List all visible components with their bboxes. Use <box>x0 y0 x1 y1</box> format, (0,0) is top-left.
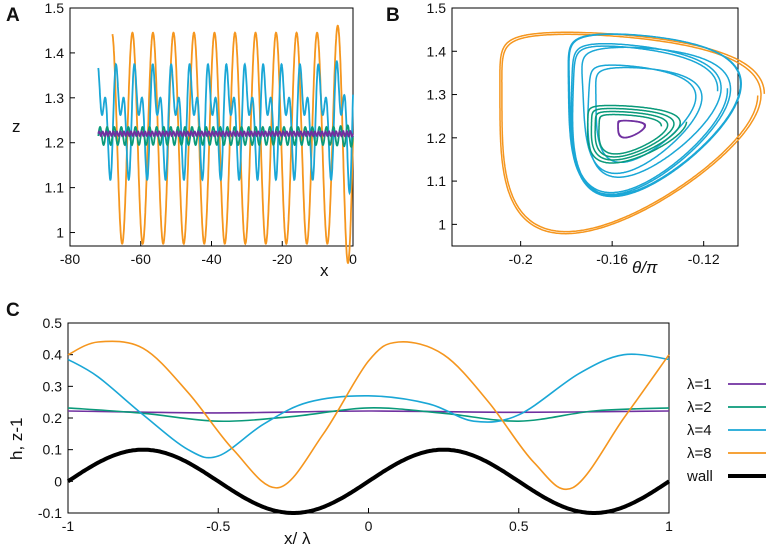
panel-b-frame <box>451 7 739 247</box>
series-orbit-lambda1 <box>617 119 647 139</box>
y-tick-label: 0.2 <box>43 410 63 426</box>
panel-c: -1 -0.5 0 0.5 1 -0.1 0 0.1 0.2 0.3 0.4 0.5 x/ λ h, … <box>7 315 766 548</box>
y-tick-label: 0.3 <box>43 378 63 394</box>
y-tick-label: 1.1 <box>45 180 65 196</box>
y-tick-label: 1.4 <box>427 43 447 59</box>
x-tick-label: -60 <box>131 251 151 267</box>
x-tick-label: -0.12 <box>688 251 720 267</box>
series-line-lambda2 <box>67 407 670 423</box>
panel-letter-b: B <box>386 5 400 26</box>
y-tick-label: 1.5 <box>45 0 65 16</box>
legend-label: λ=4 <box>687 422 712 439</box>
panel-letter-a: A <box>6 5 20 26</box>
panel-a-xlabel: x <box>320 261 329 280</box>
panel-b-xlabel: θ/π <box>632 258 658 277</box>
y-tick-label: 1 <box>438 216 446 232</box>
panel-b-ticks: -0.2 -0.16 -0.12 1 1.1 1.2 1.3 1.4 1.5 <box>427 0 720 267</box>
panel-a-lines <box>97 24 354 265</box>
panel-c-ticks: -1 -0.5 0 0.5 1 -0.1 0 0.1 0.2 0.3 0.4 0.5 <box>38 315 673 534</box>
y-tick-label: 0.4 <box>43 347 63 363</box>
x-tick-label: -0.5 <box>206 518 230 534</box>
panel-c-lines <box>66 340 671 515</box>
y-tick-label: 0.5 <box>43 315 63 331</box>
x-tick-label: 1 <box>665 518 673 534</box>
series-line-lambda8 <box>111 24 354 265</box>
panel-c-frame <box>67 322 670 514</box>
y-tick-label: 1 <box>56 225 64 241</box>
series-orbit-lambda8 <box>499 31 766 235</box>
x-tick-label: -20 <box>272 251 292 267</box>
y-tick-label: 0 <box>54 473 62 489</box>
y-tick-label: 1.3 <box>427 87 447 103</box>
panel-a: -80 -60 -40 -20 0 1 1.1 1.2 1.3 1.4 1.5 x z <box>12 0 357 280</box>
x-tick-label: -80 <box>60 251 80 267</box>
x-tick-label: -40 <box>201 251 221 267</box>
panel-c-legend: λ=1 λ=2 λ=4 λ=8 wall <box>686 376 766 485</box>
series-line-lambda1 <box>67 410 670 414</box>
y-tick-label: 1.3 <box>45 90 65 106</box>
panel-letter-c: C <box>6 300 20 321</box>
panel-b: -0.2 -0.16 -0.12 1 1.1 1.2 1.3 1.4 1.5 θ/π <box>427 0 766 277</box>
panel-b-lines <box>499 31 766 235</box>
y-tick-label: 1.5 <box>427 0 447 16</box>
x-tick-label: -0.16 <box>596 251 628 267</box>
x-tick-label: -1 <box>62 518 75 534</box>
x-tick-label: 0 <box>349 251 357 267</box>
x-tick-label: -0.2 <box>509 251 533 267</box>
y-tick-label: 1.2 <box>427 130 447 146</box>
legend-label: wall <box>686 468 713 485</box>
y-tick-label: 0.1 <box>43 442 63 458</box>
x-tick-label: 0 <box>365 518 373 534</box>
panel-a-ylabel: z <box>12 117 21 136</box>
panel-c-ylabel: h, z-1 <box>7 417 26 460</box>
y-tick-label: -0.1 <box>38 505 62 521</box>
legend-label: λ=2 <box>687 399 712 416</box>
legend-label: λ=8 <box>687 445 712 462</box>
series-line-lambda4 <box>67 353 670 459</box>
series-line-lambda8 <box>67 340 670 491</box>
x-tick-label: 0.5 <box>509 518 529 534</box>
y-tick-label: 1.4 <box>45 45 65 61</box>
panel-c-xlabel: x/ λ <box>284 529 311 548</box>
series-line-lambda1 <box>97 129 354 138</box>
series-orbit-lambda4 <box>567 33 742 198</box>
panel-a-ticks: -80 -60 -40 -20 0 1 1.1 1.2 1.3 1.4 1.5 <box>45 0 358 267</box>
series-line-lambda4 <box>97 59 354 196</box>
series-line-wall <box>66 447 671 515</box>
series-orbit-lambda2 <box>586 104 688 164</box>
y-tick-label: 1.1 <box>427 173 447 189</box>
legend-label: λ=1 <box>687 376 712 393</box>
y-tick-label: 1.2 <box>45 135 65 151</box>
